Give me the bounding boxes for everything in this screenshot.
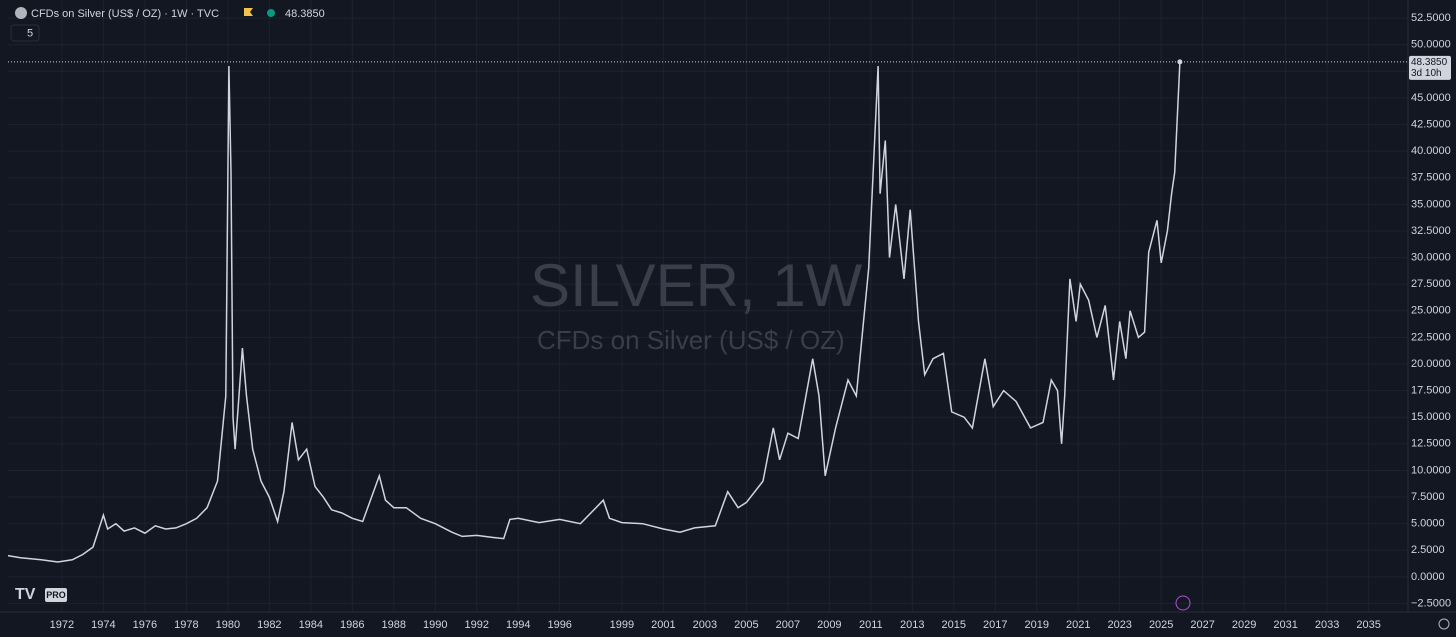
countdown: 3d 10h bbox=[1411, 68, 1442, 79]
symbol-icon bbox=[15, 7, 27, 19]
x-tick-label: 2033 bbox=[1315, 619, 1339, 631]
x-tick-label: 2019 bbox=[1024, 619, 1048, 631]
y-tick-label: 15.0000 bbox=[1411, 411, 1451, 423]
x-tick-label: 1988 bbox=[382, 619, 406, 631]
symbol-title[interactable]: CFDs on Silver (US$ / OZ) · 1W · TVC bbox=[31, 8, 219, 20]
y-tick-label: 30.0000 bbox=[1411, 251, 1451, 263]
x-tick-label: 1986 bbox=[340, 619, 364, 631]
y-tick-label: 40.0000 bbox=[1411, 145, 1451, 157]
events-icon[interactable] bbox=[1175, 595, 1191, 611]
grid bbox=[8, 0, 1408, 612]
x-tick-label: 1974 bbox=[91, 619, 115, 631]
y-tick-label: 10.0000 bbox=[1411, 464, 1451, 476]
y-tick-label: 27.5000 bbox=[1411, 278, 1451, 290]
last-price-label: 48.3850 bbox=[1411, 57, 1448, 68]
x-tick-label: 2015 bbox=[942, 619, 966, 631]
last-point bbox=[1177, 59, 1183, 65]
y-tick-label: 45.0000 bbox=[1411, 92, 1451, 104]
market-status bbox=[267, 9, 275, 17]
logo-badge-bg bbox=[45, 588, 67, 602]
x-tick-label: 1978 bbox=[174, 619, 198, 631]
x-tick-label: 2009 bbox=[817, 619, 841, 631]
x-tick-label: 2021 bbox=[1066, 619, 1090, 631]
x-tick-label: 2029 bbox=[1232, 619, 1256, 631]
y-tick-label: 42.5000 bbox=[1411, 118, 1451, 130]
y-tick-label: 50.0000 bbox=[1411, 39, 1451, 51]
y-tick-label: 35.0000 bbox=[1411, 198, 1451, 210]
x-tick-label: 2001 bbox=[651, 619, 675, 631]
x-tick-label: 1990 bbox=[423, 619, 447, 631]
y-tick-label: 20.0000 bbox=[1411, 358, 1451, 370]
y-tick-label: −2.5000 bbox=[1411, 597, 1451, 609]
x-tick-label: 2003 bbox=[693, 619, 717, 631]
x-tick-label: 2011 bbox=[859, 619, 883, 631]
x-tick-label: 1992 bbox=[464, 619, 488, 631]
y-tick-label: 0.0000 bbox=[1411, 571, 1445, 583]
x-tick-label: 2031 bbox=[1273, 619, 1297, 631]
x-tick-label: 2005 bbox=[734, 619, 758, 631]
x-tick-label: 1972 bbox=[50, 619, 74, 631]
x-tick-label: 1996 bbox=[547, 619, 571, 631]
x-tick-label: 2007 bbox=[776, 619, 800, 631]
watermark-title: SILVER, 1W bbox=[530, 252, 863, 319]
x-tick-label: 1999 bbox=[610, 619, 634, 631]
x-tick-label: 1994 bbox=[506, 619, 530, 631]
last-price-box bbox=[1409, 55, 1451, 80]
y-tick-label: 37.5000 bbox=[1411, 172, 1451, 184]
x-tick-label: 1976 bbox=[133, 619, 157, 631]
y-tick-label: 2.5000 bbox=[1411, 544, 1445, 556]
x-tick-label: 2013 bbox=[900, 619, 924, 631]
price-line bbox=[7, 61, 1181, 563]
y-tick-label: 25.0000 bbox=[1411, 305, 1451, 317]
watermark-subtitle: CFDs on Silver (US$ / OZ) bbox=[537, 325, 845, 355]
x-tick-label: 1980 bbox=[216, 619, 240, 631]
indicator-toggle[interactable] bbox=[10, 24, 40, 42]
y-tick-label: 32.5000 bbox=[1411, 225, 1451, 237]
logo-badge: PRO bbox=[46, 590, 66, 600]
x-tick-label: 2027 bbox=[1190, 619, 1214, 631]
x-tick-label: 2035 bbox=[1356, 619, 1380, 631]
y-tick-label: 22.5000 bbox=[1411, 331, 1451, 343]
y-tick-label: 52.5000 bbox=[1411, 12, 1451, 24]
y-tick-label: 12.5000 bbox=[1411, 438, 1451, 450]
y-tick-label: 5.0000 bbox=[1411, 518, 1445, 530]
indicator-count[interactable]: 5 bbox=[27, 27, 33, 39]
logo: TV bbox=[15, 586, 36, 603]
flag-icon[interactable] bbox=[244, 8, 253, 16]
x-tick-label: 2023 bbox=[1107, 619, 1131, 631]
header-price: 48.3850 bbox=[285, 8, 325, 20]
x-tick-label: 1984 bbox=[299, 619, 323, 631]
x-tick-label: 2025 bbox=[1149, 619, 1173, 631]
x-tick-label: 1982 bbox=[257, 619, 281, 631]
x-tick-label: 2017 bbox=[983, 619, 1007, 631]
y-tick-label: 7.5000 bbox=[1411, 491, 1445, 503]
y-tick-label: 17.5000 bbox=[1411, 385, 1451, 397]
settings-icon[interactable] bbox=[1438, 618, 1450, 630]
